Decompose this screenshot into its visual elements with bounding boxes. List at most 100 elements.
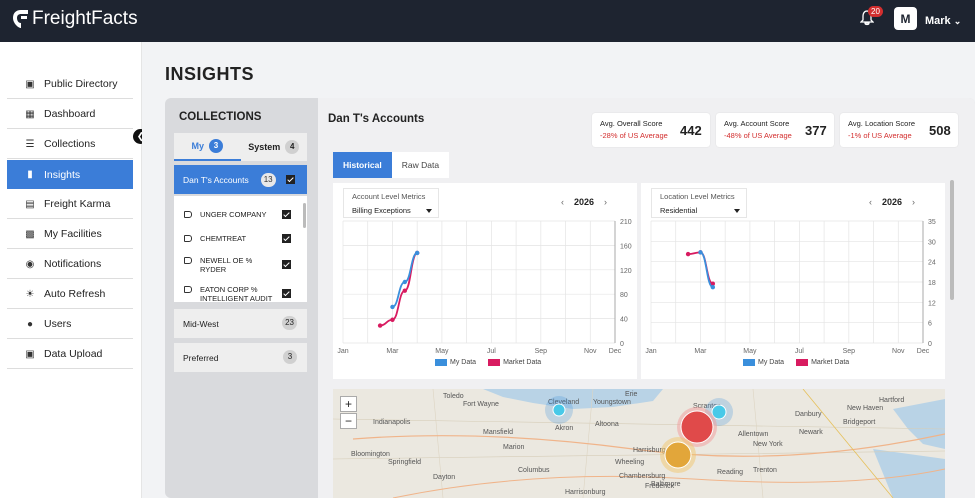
legend-label: Market Data <box>503 359 542 366</box>
avatar[interactable]: M <box>894 7 917 30</box>
map-place-label: Wheeling <box>615 459 645 466</box>
sidebar-item-label: Dashboard <box>44 108 96 120</box>
sidebar-item-public-directory[interactable]: ▣ Public Directory <box>7 70 133 99</box>
collection-item-selected[interactable]: Dan T's Accounts 13 <box>174 165 307 194</box>
y-tick-label: 120 <box>620 268 632 275</box>
tab-my[interactable]: My 3 <box>174 133 241 161</box>
x-tick-label: Nov <box>584 348 597 355</box>
scrollbar-thumb[interactable] <box>950 180 954 300</box>
data-point <box>710 285 716 290</box>
accounts-map[interactable]: + − Cleveland Akron Columbus Dayton Allentow… <box>333 389 945 498</box>
sidebar-item-auto-refresh[interactable]: ☀ Auto Refresh <box>7 280 133 309</box>
legend-label: My Data <box>450 359 477 366</box>
data-point <box>685 251 691 257</box>
series-line-market-data <box>379 252 419 327</box>
sidebar-item-users[interactable]: ● Users <box>7 310 133 339</box>
x-tick-label: Jan <box>337 348 348 355</box>
caret-down-icon <box>734 209 740 213</box>
content-scrollbar[interactable] <box>950 150 956 490</box>
score-value: 508 <box>929 123 951 138</box>
x-tick-label: May <box>435 348 449 355</box>
collection-label: Dan T's Accounts <box>183 174 249 185</box>
sidebar-item-label: Users <box>44 318 72 330</box>
chart-legend: My Data Market Data <box>743 359 849 366</box>
location-metric-select[interactable]: Location Level Metrics Residential <box>651 188 747 218</box>
tab-historical[interactable]: Historical <box>333 152 392 178</box>
sidebar-item-label: Freight Karma <box>44 198 111 210</box>
sidebar-item-collections[interactable]: ☰ Collections <box>7 130 133 159</box>
account-marker <box>711 404 727 420</box>
sidebar-item-freight-karma[interactable]: ▤ Freight Karma <box>7 190 133 219</box>
sidebar-item-label: Auto Refresh <box>44 288 106 300</box>
map-place-label: New York <box>753 441 783 448</box>
x-tick-label: Sep <box>843 348 856 355</box>
next-year-button[interactable]: › <box>604 197 608 207</box>
metric-label: Account Level Metrics <box>352 192 426 201</box>
view-tabs: Historical Raw Data <box>333 152 450 178</box>
tab-raw-data[interactable]: Raw Data <box>391 152 450 178</box>
chart-legend: My Data Market Data <box>435 359 541 366</box>
x-tick-label: Nov <box>892 348 905 355</box>
year-selector: ‹ 2026 › <box>561 197 617 207</box>
collections-title: COLLECTIONS <box>179 111 262 123</box>
notifications-count-badge: 20 <box>868 6 883 17</box>
prev-year-button[interactable]: ‹ <box>561 197 564 207</box>
account-list-scrollbar[interactable] <box>303 203 306 228</box>
map-place-label: Harrisonburg <box>565 489 606 496</box>
data-point <box>710 281 716 286</box>
sidebar-item-insights[interactable]: ▮ Insights <box>7 160 133 189</box>
sidebar-item-my-facilities[interactable]: ▩ My Facilities <box>7 220 133 249</box>
next-year-button[interactable]: › <box>912 197 916 207</box>
score-comparison: -28% of US Average <box>600 131 668 140</box>
grid <box>650 220 924 344</box>
list-icon: ☰ <box>25 138 35 150</box>
y-tick-label: 0 <box>620 341 624 348</box>
sidebar-item-dashboard[interactable]: ▦ Dashboard <box>7 100 133 129</box>
map-place-label: Newark <box>799 429 823 436</box>
map-place-label: Danbury <box>795 411 822 418</box>
y-tick-label: 35 <box>928 219 936 226</box>
legend-swatch-my-data <box>435 359 447 366</box>
app-logo[interactable]: FreightFacts <box>12 8 138 30</box>
account-marker <box>552 403 566 417</box>
map-zoom-out-button[interactable]: − <box>340 413 357 429</box>
collection-item-mid-west[interactable]: Mid-West 23 <box>174 309 307 338</box>
refresh-icon: ☀ <box>25 288 35 300</box>
account-name: UNGER COMPANY <box>200 210 267 219</box>
account-metric-select[interactable]: Account Level Metrics Billing Exceptions <box>343 188 439 218</box>
collection-checkbox[interactable] <box>286 175 295 184</box>
map-zoom-in-button[interactable]: + <box>340 396 357 412</box>
map-place-label: Fort Wayne <box>463 401 499 408</box>
detail-title: Dan T's Accounts <box>328 113 425 125</box>
collection-item-preferred[interactable]: Preferred 3 <box>174 343 307 372</box>
user-name: Mark <box>925 15 951 27</box>
map-place-label: Scranton <box>693 403 722 410</box>
freightfacts-logo-icon <box>13 10 28 28</box>
x-tick-label: Dec <box>609 348 622 355</box>
sidebar-item-notifications[interactable]: ◉ Notifications <box>7 250 133 279</box>
tag-icon <box>184 235 192 242</box>
y-tick-label: 0 <box>928 341 932 348</box>
account-checkbox[interactable] <box>282 260 291 269</box>
upload-icon: ▣ <box>25 348 35 360</box>
map-place-label: Chambersburg <box>619 473 666 480</box>
metric-value: Billing Exceptions <box>352 206 411 215</box>
y-tick-label: 12 <box>928 300 936 307</box>
account-checkbox[interactable] <box>282 210 291 219</box>
sidebar-item-data-upload[interactable]: ▣ Data Upload <box>7 340 133 369</box>
chevron-left-icon: ❮ <box>136 131 145 141</box>
x-tick-label: Jul <box>795 348 804 355</box>
y-tick-label: 30 <box>928 239 936 246</box>
sidebar-item-label: Data Upload <box>44 348 103 360</box>
sidebar-item-label: Insights <box>44 168 81 181</box>
collection-label: Mid-West <box>183 318 219 329</box>
prev-year-button[interactable]: ‹ <box>869 197 872 207</box>
x-tick-label: Jul <box>487 348 496 355</box>
y-tick-label: 210 <box>620 219 632 226</box>
year-value: 2026 <box>882 197 903 207</box>
user-menu[interactable]: Mark ⌄ <box>925 15 961 27</box>
account-cluster-marker <box>680 410 714 444</box>
tab-system[interactable]: System 4 <box>241 133 308 161</box>
account-checkbox[interactable] <box>282 234 291 243</box>
account-checkbox[interactable] <box>282 289 291 298</box>
